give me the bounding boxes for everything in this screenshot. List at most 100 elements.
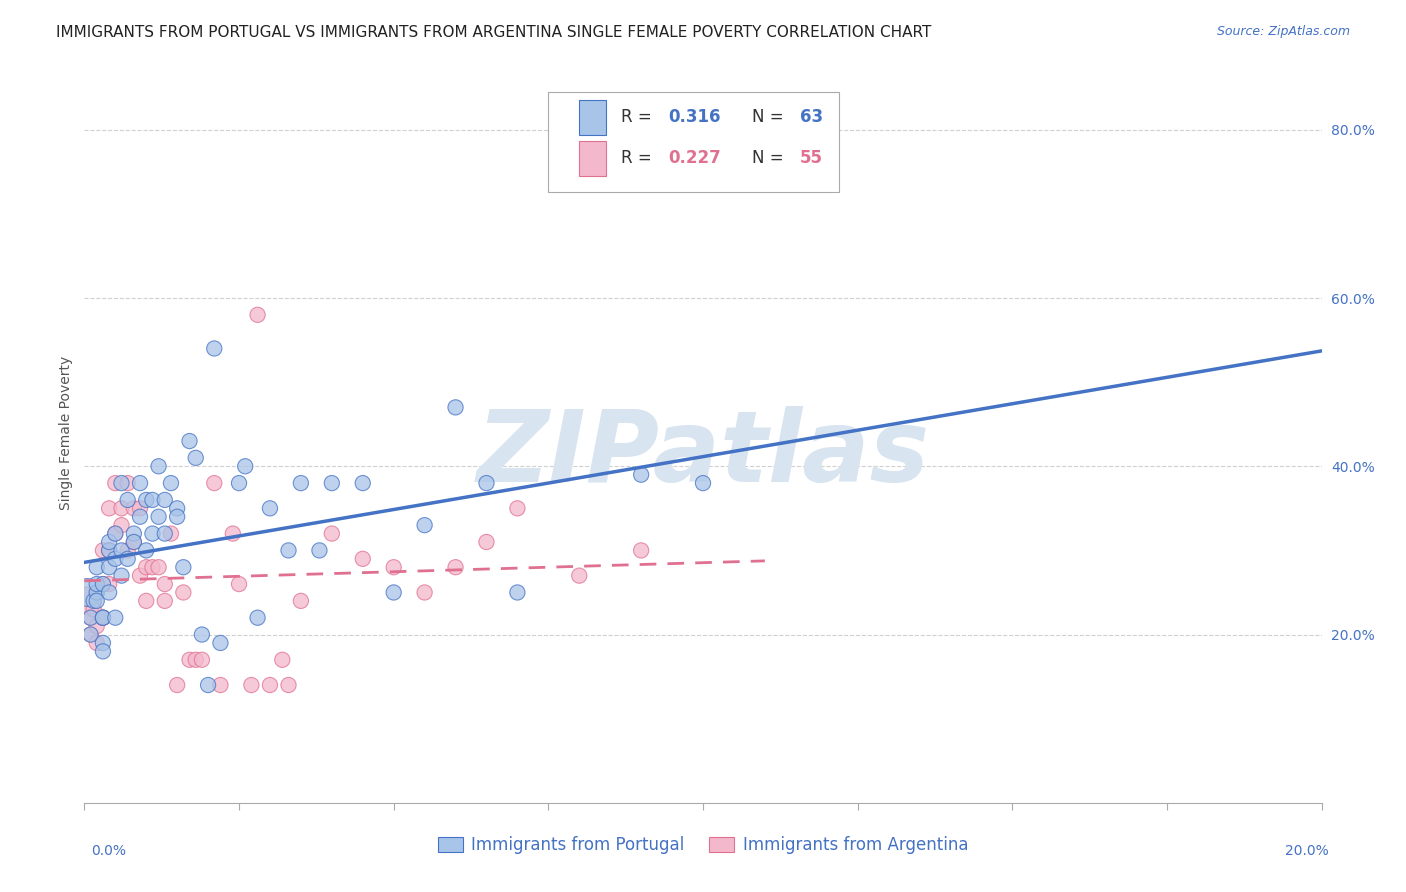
Point — [506, 585, 529, 599]
Point — [129, 501, 152, 516]
Point — [290, 476, 312, 491]
Point — [290, 594, 312, 608]
Point — [172, 585, 194, 599]
Point — [413, 585, 436, 599]
Point — [352, 551, 374, 566]
FancyBboxPatch shape — [548, 92, 839, 192]
Point — [259, 501, 281, 516]
Point — [86, 577, 108, 591]
Point — [129, 509, 152, 524]
Point — [122, 535, 145, 549]
Point — [135, 560, 157, 574]
Point — [91, 610, 114, 624]
Point — [104, 526, 127, 541]
Point — [271, 653, 294, 667]
Point — [86, 619, 108, 633]
Point — [382, 560, 405, 574]
Point — [413, 518, 436, 533]
Point — [104, 476, 127, 491]
Point — [202, 476, 225, 491]
Legend: Immigrants from Portugal, Immigrants from Argentina: Immigrants from Portugal, Immigrants fro… — [432, 830, 974, 861]
Point — [98, 543, 121, 558]
Point — [277, 543, 299, 558]
Point — [98, 543, 121, 558]
Point — [129, 568, 152, 582]
Point — [179, 434, 201, 448]
Point — [222, 526, 245, 541]
Text: Source: ZipAtlas.com: Source: ZipAtlas.com — [1216, 25, 1350, 38]
Point — [141, 560, 163, 574]
Text: 0.0%: 0.0% — [91, 844, 127, 857]
Point — [110, 518, 132, 533]
Point — [444, 560, 467, 574]
Point — [228, 476, 250, 491]
Point — [135, 594, 157, 608]
Y-axis label: Single Female Poverty: Single Female Poverty — [59, 356, 73, 509]
Point — [91, 577, 114, 591]
Point — [86, 585, 108, 599]
Point — [160, 526, 183, 541]
Point — [148, 509, 170, 524]
Point — [153, 577, 176, 591]
Text: IMMIGRANTS FROM PORTUGAL VS IMMIGRANTS FROM ARGENTINA SINGLE FEMALE POVERTY CORR: IMMIGRANTS FROM PORTUGAL VS IMMIGRANTS F… — [56, 25, 932, 40]
Point — [382, 585, 405, 599]
Text: 0.316: 0.316 — [668, 109, 721, 127]
Point — [117, 543, 139, 558]
Point — [79, 610, 101, 624]
Text: 0.227: 0.227 — [668, 149, 721, 168]
Point — [160, 476, 183, 491]
Point — [91, 610, 114, 624]
Point — [153, 526, 176, 541]
Point — [308, 543, 330, 558]
Point — [141, 526, 163, 541]
Point — [104, 610, 127, 624]
Point — [110, 476, 132, 491]
Point — [209, 636, 232, 650]
Point — [91, 644, 114, 658]
Point — [321, 526, 343, 541]
FancyBboxPatch shape — [579, 141, 606, 176]
Point — [110, 568, 132, 582]
Point — [259, 678, 281, 692]
Point — [475, 476, 498, 491]
Point — [172, 560, 194, 574]
Point — [86, 594, 108, 608]
Point — [83, 594, 105, 608]
Point — [122, 535, 145, 549]
Point — [630, 467, 652, 482]
Point — [91, 577, 114, 591]
Point — [98, 535, 121, 549]
Point — [104, 526, 127, 541]
Point — [191, 653, 214, 667]
Point — [233, 459, 256, 474]
Point — [191, 627, 214, 641]
Point — [184, 653, 207, 667]
Point — [83, 602, 105, 616]
Point — [506, 501, 529, 516]
Text: R =: R = — [621, 109, 658, 127]
Point — [98, 585, 121, 599]
Point — [197, 678, 219, 692]
Point — [630, 543, 652, 558]
Point — [110, 543, 132, 558]
Point — [91, 610, 114, 624]
Point — [135, 492, 157, 507]
Point — [91, 636, 114, 650]
Point — [79, 627, 101, 641]
Point — [117, 551, 139, 566]
Point — [166, 509, 188, 524]
Text: 63: 63 — [800, 109, 823, 127]
Point — [568, 568, 591, 582]
Text: ZIPatlas: ZIPatlas — [477, 407, 929, 503]
Text: N =: N = — [752, 149, 789, 168]
Point — [76, 594, 98, 608]
Point — [86, 636, 108, 650]
Point — [129, 476, 152, 491]
Point — [135, 543, 157, 558]
Point — [184, 450, 207, 465]
Point — [86, 560, 108, 574]
Point — [321, 476, 343, 491]
Point — [98, 560, 121, 574]
Point — [91, 543, 114, 558]
Text: 55: 55 — [800, 149, 823, 168]
